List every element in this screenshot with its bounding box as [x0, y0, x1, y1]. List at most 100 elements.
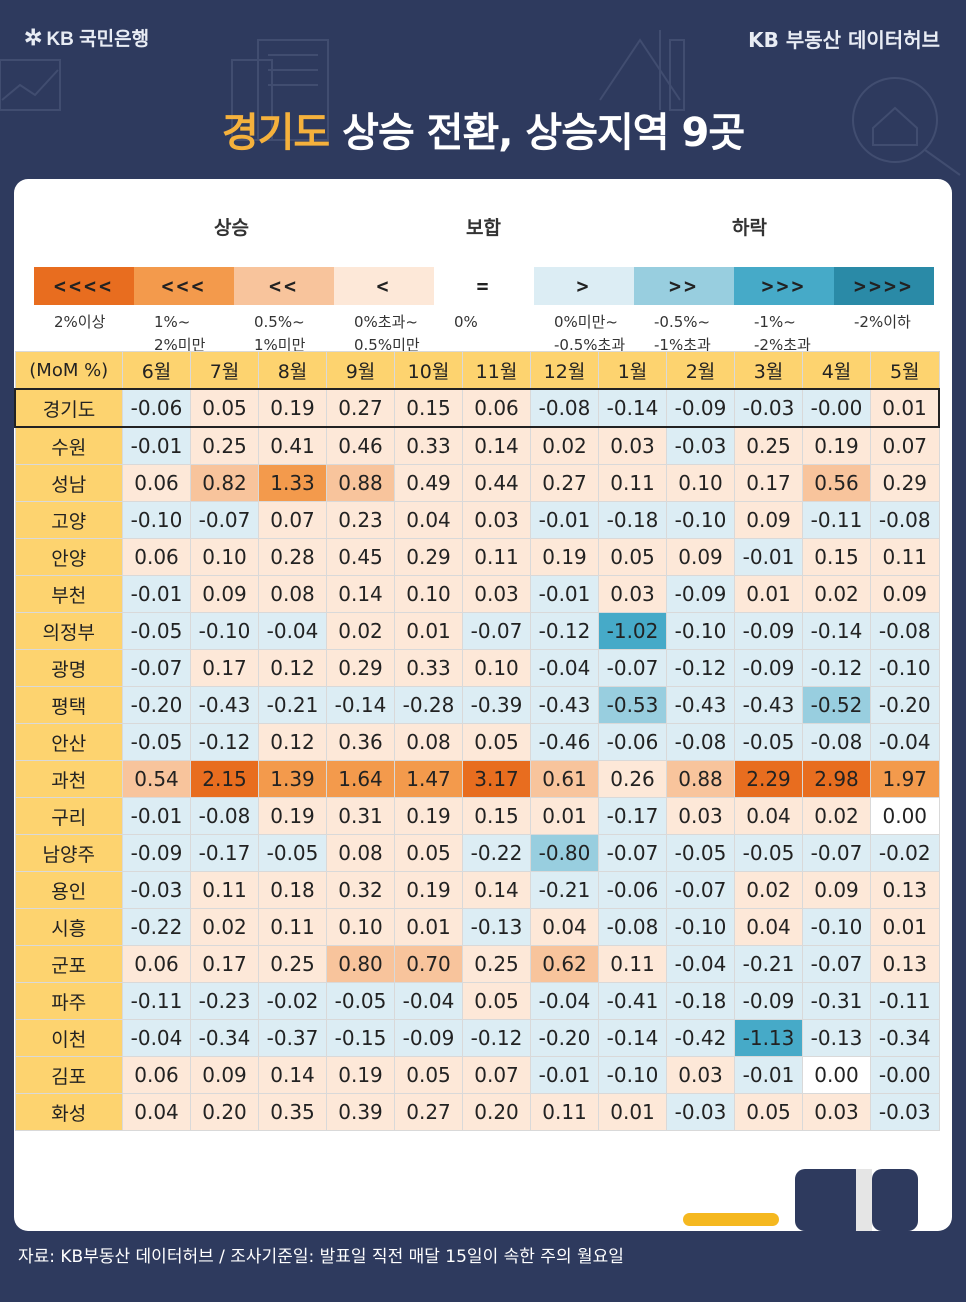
mom-value-cell: -0.07 [122, 649, 191, 687]
mom-value-cell: -0.09 [734, 612, 803, 650]
mom-value-cell: -0.09 [734, 649, 803, 687]
mom-value-cell: -0.08 [190, 797, 259, 835]
mom-value-cell: -0.10 [190, 612, 259, 650]
table-row: 성남 0.06 0.82 1.33 0.88 0.49 0.44 0.27 0.11 0.10 0.… [14, 464, 940, 502]
table-row: 파주 -0.11 -0.23 -0.02 -0.05 -0.04 0.05 -0.04 -0.4… [14, 982, 940, 1020]
mom-value-cell: 0.14 [462, 871, 531, 909]
source-footnote: 자료: KB부동산 데이터허브 / 조사기준일: 발표일 직전 매달 15일이 … [18, 1247, 624, 1267]
mom-value-cell: -0.02 [870, 834, 940, 872]
mom-value-cell: 0.11 [870, 538, 940, 576]
region-name: 경기도 [14, 388, 123, 428]
table-row: 고양 -0.10 -0.07 0.07 0.23 0.04 0.03 -0.01 -0.18 -0… [14, 501, 940, 539]
mom-value-cell: -0.20 [122, 686, 191, 724]
mom-value-cell: 0.05 [462, 982, 531, 1020]
region-name: 남양주 [14, 834, 123, 872]
legend-range-label: 0.5%~ 1%미만 [254, 311, 350, 357]
mom-value-cell: -0.10 [666, 612, 735, 650]
region-name: 구리 [14, 797, 123, 835]
table-row: 의정부 -0.05 -0.10 -0.04 0.02 0.01 -0.07 -0.12 -1.0… [14, 612, 940, 650]
mom-value-cell: -0.52 [802, 686, 871, 724]
legend-swatch: << [234, 267, 334, 305]
mom-value-cell: -0.37 [258, 1019, 327, 1057]
month-header: 1월 [598, 351, 667, 390]
mom-value-cell: 0.15 [802, 538, 871, 576]
decorative-block [856, 1169, 872, 1231]
mom-value-cell: 0.01 [734, 575, 803, 613]
legend-swatch: = [434, 267, 534, 305]
mom-value-cell: 1.97 [870, 760, 940, 798]
mom-value-cell: -0.04 [530, 649, 599, 687]
region-name: 군포 [14, 945, 123, 983]
mom-value-cell: 0.12 [258, 649, 327, 687]
mom-value-cell: 0.33 [394, 426, 463, 465]
month-header: 5월 [870, 351, 940, 390]
mom-value-cell: 0.17 [734, 464, 803, 502]
mom-value-cell: 0.04 [734, 908, 803, 946]
mom-value-cell: -0.10 [122, 501, 191, 539]
mom-value-cell: -0.12 [802, 649, 871, 687]
table-row: 구리 -0.01 -0.08 0.19 0.31 0.19 0.15 0.01 -0.17 0.0… [14, 797, 940, 835]
mom-value-cell: -0.05 [734, 834, 803, 872]
table-row: 남양주 -0.09 -0.17 -0.05 0.08 0.05 -0.22 -0.80 -0.0… [14, 834, 940, 872]
legend-up-title: 상승 [214, 217, 249, 239]
kb-star-icon: ✲ [24, 24, 42, 50]
mom-value-cell: -0.05 [734, 723, 803, 761]
region-name: 광명 [14, 649, 123, 687]
mom-value-cell: 0.49 [394, 464, 463, 502]
legend-swatch: < [334, 267, 434, 305]
region-name: 김포 [14, 1056, 123, 1094]
legend-swatch: >>>> [834, 267, 934, 305]
mom-value-cell: -0.18 [666, 982, 735, 1020]
legend-range-line1: 0% [454, 313, 478, 331]
mom-value-cell: 0.12 [258, 723, 327, 761]
legend-range-label: -1%~ -2%초과 [754, 311, 850, 357]
mom-value-cell: -1.02 [598, 612, 667, 650]
mom-value-cell: -0.05 [122, 723, 191, 761]
mom-value-cell: 0.03 [598, 426, 667, 465]
mom-value-cell: -0.12 [666, 649, 735, 687]
mom-value-cell: -0.53 [598, 686, 667, 724]
mom-value-cell: -0.10 [666, 908, 735, 946]
mom-value-cell: -0.01 [530, 501, 599, 539]
kb-bank-logo: ✲ KB 국민은행 [24, 24, 149, 51]
mom-value-cell: -0.04 [870, 723, 940, 761]
mom-value-cell: -0.14 [598, 1019, 667, 1057]
mom-value-cell: 0.09 [734, 501, 803, 539]
mom-value-cell: -0.41 [598, 982, 667, 1020]
mom-value-cell: 0.03 [598, 575, 667, 613]
mom-value-cell: -0.07 [598, 834, 667, 872]
content-card: 상승 보합 하락 <<<< 2%이상 <<< 1%~ 2%미만 << 0.5%~ 1%미만 <0… [14, 179, 952, 1231]
mom-value-cell: -0.04 [530, 982, 599, 1020]
mom-value-cell: -0.11 [802, 501, 871, 539]
mom-value-cell: 0.01 [394, 908, 463, 946]
page-title: 경기도 상승 전환, 상승지역 9곳 [0, 100, 966, 158]
legend-down-title: 하락 [732, 217, 767, 239]
mom-value-cell: -0.04 [666, 945, 735, 983]
color-legend: 상승 보합 하락 <<<< 2%이상 <<< 1%~ 2%미만 << 0.5%~ 1%미만 <0… [34, 207, 934, 354]
mom-value-cell: -0.07 [598, 649, 667, 687]
mom-value-cell: -0.14 [326, 686, 395, 724]
mom-value-cell: 0.07 [258, 501, 327, 539]
mom-value-cell: 0.46 [326, 426, 395, 465]
mom-value-cell: 0.25 [734, 426, 803, 465]
month-header: 8월 [258, 351, 327, 390]
legend-swatch: <<< [134, 267, 234, 305]
mom-value-cell: 0.04 [734, 797, 803, 835]
mom-value-cell: -0.04 [394, 982, 463, 1020]
mom-value-cell: 0.08 [394, 723, 463, 761]
table-row: 안양 0.06 0.10 0.28 0.45 0.29 0.11 0.19 0.05 0.09 -0… [14, 538, 940, 576]
legend-swatch: >> [634, 267, 734, 305]
mom-value-cell: -0.21 [530, 871, 599, 909]
background-illustration [0, 30, 961, 176]
legend-range-label: 0%초과~ 0.5%미만 [354, 311, 450, 357]
table-row: 부천 -0.01 0.09 0.08 0.14 0.10 0.03 -0.01 0.03 -0.0… [14, 575, 940, 613]
table-row: 용인 -0.03 0.11 0.18 0.32 0.19 0.14 -0.21 -0.06 -0.… [14, 871, 940, 909]
mom-value-cell: 0.19 [394, 797, 463, 835]
mom-value-cell: 0.02 [530, 426, 599, 465]
mom-value-cell: -0.43 [734, 686, 803, 724]
mom-value-cell: -0.20 [530, 1019, 599, 1057]
mom-value-cell: 0.29 [394, 538, 463, 576]
mom-value-cell: -0.06 [598, 871, 667, 909]
mom-value-cell: 0.11 [598, 464, 667, 502]
region-name: 과천 [14, 760, 123, 798]
